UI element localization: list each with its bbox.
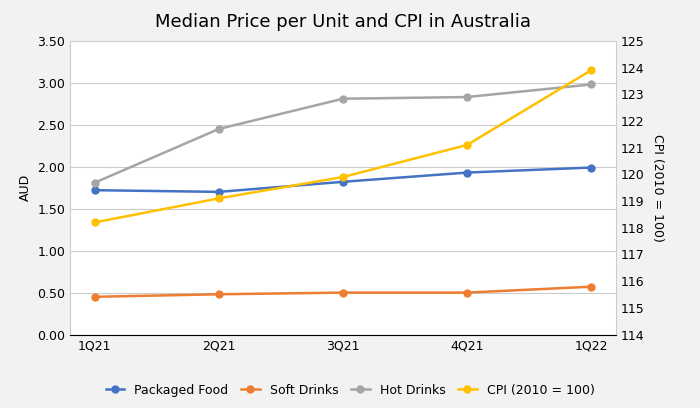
Title: Median Price per Unit and CPI in Australia: Median Price per Unit and CPI in Austral… [155,13,531,31]
Packaged Food [339,180,347,184]
Packaged Food [215,189,223,194]
Line: CPI (2010 = 100): CPI (2010 = 100) [91,67,595,226]
Line: Soft Drinks: Soft Drinks [91,283,595,300]
Soft Drinks [587,284,596,289]
Hot Drinks [90,180,99,185]
CPI (2010 = 100) [339,175,347,180]
Hot Drinks [215,126,223,131]
Packaged Food [587,165,596,170]
Soft Drinks [215,292,223,297]
Line: Hot Drinks: Hot Drinks [91,81,595,186]
Soft Drinks [90,294,99,299]
Hot Drinks [463,95,471,100]
Soft Drinks [463,290,471,295]
CPI (2010 = 100) [215,196,223,201]
Soft Drinks [339,290,347,295]
Y-axis label: CPI (2010 = 100): CPI (2010 = 100) [651,134,664,242]
Line: Packaged Food: Packaged Food [91,164,595,195]
Packaged Food [90,188,99,193]
Legend: Packaged Food, Soft Drinks, Hot Drinks, CPI (2010 = 100): Packaged Food, Soft Drinks, Hot Drinks, … [101,379,599,402]
CPI (2010 = 100) [90,220,99,225]
Hot Drinks [587,82,596,87]
Y-axis label: AUD: AUD [19,174,32,201]
CPI (2010 = 100) [463,142,471,147]
Hot Drinks [339,96,347,101]
Packaged Food [463,170,471,175]
CPI (2010 = 100) [587,68,596,73]
